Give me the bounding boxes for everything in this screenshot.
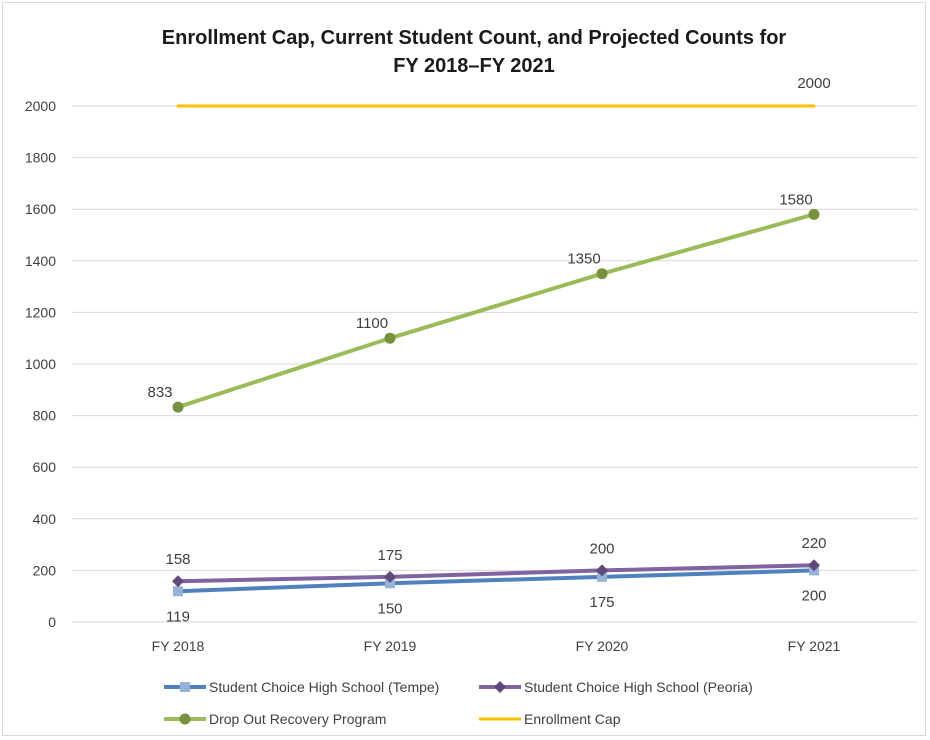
data-point-student-choice-high-school-peoria-fy-2021 <box>808 559 820 572</box>
y-tick-label-1800: 1800 <box>25 150 56 166</box>
y-tick-label-800: 800 <box>33 408 57 424</box>
y-tick-label-0: 0 <box>48 614 56 630</box>
series-student-choice-high-school-peoria <box>172 559 820 588</box>
x-tick-label-fy-2021: FY 2021 <box>788 638 841 654</box>
series-line-drop-out-recovery-program <box>176 212 816 410</box>
data-point-student-choice-high-school-tempe-fy-2018 <box>173 586 183 597</box>
data-point-student-choice-high-school-peoria-fy-2018 <box>172 575 184 588</box>
data-label-drop-out-recovery-program-fy-2018: 833 <box>147 384 172 401</box>
data-label-student-choice-high-school-tempe-fy-2020: 175 <box>589 594 614 611</box>
data-label-student-choice-high-school-tempe-fy-2021: 200 <box>801 587 826 604</box>
legend-item-drop-out-recovery-program: Drop Out Recovery Program <box>164 711 386 727</box>
series-line-student-choice-high-school-peoria <box>176 563 816 584</box>
data-point-drop-out-recovery-program-fy-2021 <box>808 208 820 220</box>
legend-item-enrollment-cap: Enrollment Cap <box>479 711 621 727</box>
y-tick-label-2000: 2000 <box>25 98 56 114</box>
series-drop-out-recovery-program <box>172 208 820 413</box>
legend-item-student-choice-high-school-peoria: Student Choice High School (Peoria) <box>479 679 753 695</box>
series-line-student-choice-high-school-tempe <box>176 568 816 594</box>
y-axis-ticks: 0 200 400 600 800 1000 1200 1400 1600 1800 2000 <box>25 98 56 630</box>
data-label-student-choice-high-school-peoria-fy-2019: 175 <box>377 547 402 564</box>
legend-label-drop-out-recovery-program: Drop Out Recovery Program <box>209 711 386 727</box>
x-tick-label-fy-2019: FY 2019 <box>364 638 417 654</box>
y-tick-label-1000: 1000 <box>25 356 56 372</box>
chart-title-line-1: Enrollment Cap, Current Student Count, a… <box>162 27 787 49</box>
y-tick-label-1400: 1400 <box>25 253 56 269</box>
y-tick-label-1600: 1600 <box>25 201 56 217</box>
x-axis-ticks: FY 2018 FY 2019 FY 2020 FY 2021 <box>152 638 841 654</box>
legend-marker-student-choice-high-school-peoria <box>494 681 506 693</box>
data-label-enrollment-cap: 2000 <box>797 75 830 92</box>
legend: Student Choice High School (Tempe) Studen… <box>164 679 753 727</box>
legend-item-student-choice-high-school-tempe: Student Choice High School (Tempe) <box>164 679 439 695</box>
data-point-student-choice-high-school-tempe-fy-2020 <box>597 571 607 582</box>
data-label-student-choice-high-school-peoria-fy-2021: 220 <box>801 535 826 552</box>
legend-marker-drop-out-recovery-program <box>179 713 191 725</box>
data-label-student-choice-high-school-peoria-fy-2020: 200 <box>589 540 614 557</box>
data-labels: 119 150 175 200 158 175 200 220 833 1100 1350 1580 2… <box>147 75 830 625</box>
gridlines <box>72 105 918 623</box>
data-point-drop-out-recovery-program-fy-2020 <box>596 268 608 280</box>
legend-marker-student-choice-high-school-tempe <box>180 682 190 692</box>
data-point-student-choice-high-school-peoria-fy-2019 <box>384 570 396 583</box>
data-point-drop-out-recovery-program-fy-2019 <box>384 332 396 344</box>
data-point-student-choice-high-school-peoria-fy-2020 <box>596 564 608 577</box>
legend-label-enrollment-cap: Enrollment Cap <box>524 711 621 727</box>
data-label-drop-out-recovery-program-fy-2021: 1580 <box>779 191 812 208</box>
data-label-student-choice-high-school-peoria-fy-2018: 158 <box>165 551 190 568</box>
x-tick-label-fy-2018: FY 2018 <box>152 638 205 654</box>
chart-title-line-2: FY 2018–FY 2021 <box>393 55 555 77</box>
legend-label-student-choice-high-school-tempe: Student Choice High School (Tempe) <box>209 679 439 695</box>
data-point-drop-out-recovery-program-fy-2018 <box>172 401 184 413</box>
data-label-drop-out-recovery-program-fy-2019: 1100 <box>356 315 388 332</box>
data-point-student-choice-high-school-tempe-fy-2019 <box>385 578 395 589</box>
data-label-drop-out-recovery-program-fy-2020: 1350 <box>567 251 600 268</box>
legend-label-student-choice-high-school-peoria: Student Choice High School (Peoria) <box>524 679 753 695</box>
y-tick-label-200: 200 <box>33 562 57 578</box>
data-label-student-choice-high-school-tempe-fy-2018: 119 <box>166 608 190 625</box>
y-tick-label-400: 400 <box>33 511 57 527</box>
x-tick-label-fy-2020: FY 2020 <box>576 638 629 654</box>
series-layer <box>172 104 820 597</box>
y-tick-label-600: 600 <box>33 459 57 475</box>
y-tick-label-1200: 1200 <box>25 304 56 320</box>
data-label-student-choice-high-school-tempe-fy-2019: 150 <box>377 600 402 617</box>
